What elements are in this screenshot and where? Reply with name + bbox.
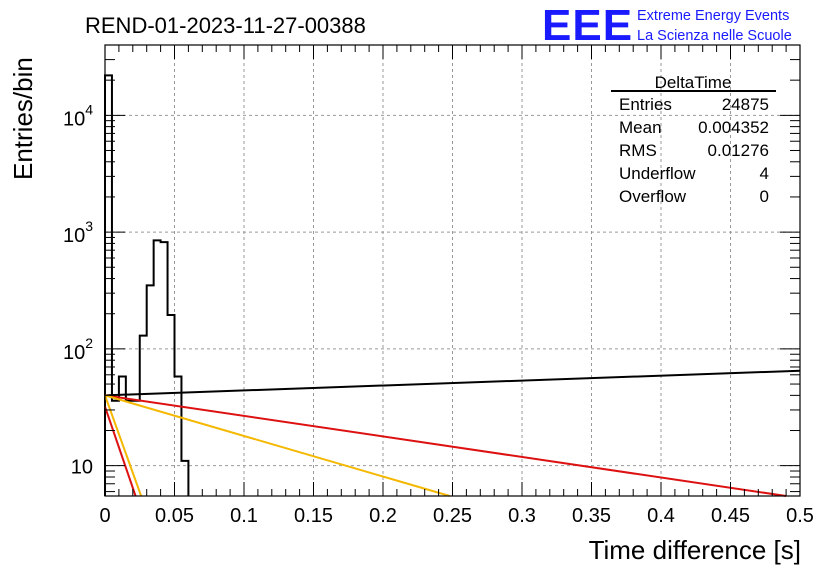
stats-row-label: Entries (619, 95, 672, 114)
y-tick-label: 10 (71, 457, 93, 479)
stats-box: DeltaTime Entries 24875 Mean 0.004352 RMS 0.0… (611, 73, 776, 206)
stats-row-value: 0.01276 (708, 141, 769, 160)
stats-row-label: Mean (619, 118, 662, 137)
logo-line-2: La Scienza nelle Scuole (637, 28, 792, 44)
stats-row-value: 0.004352 (698, 118, 769, 137)
x-axis-ticks: 0 0.05 0.1 0.15 0.2 0.25 0.3 0.35 0.4 0.45 0.5 (99, 45, 814, 527)
x-tick-label: 0.15 (294, 505, 333, 527)
y-tick-label: 103 (63, 218, 93, 247)
x-tick-label: 0.1 (230, 505, 258, 527)
stats-row-value: 24875 (722, 95, 769, 114)
stats-row-label: Overflow (619, 187, 687, 206)
fit-line (104, 394, 451, 497)
eee-logo: EEE Extreme Energy Events La Scienza nel… (542, 1, 792, 50)
fit-line (104, 395, 143, 497)
x-tick-label: 0.3 (508, 505, 536, 527)
x-tick-label: 0.35 (572, 505, 611, 527)
fit-line (104, 369, 801, 397)
stats-row-label: Underflow (619, 164, 696, 183)
logo-line-1: Extreme Energy Events (637, 8, 789, 24)
fit-line (104, 394, 787, 497)
stats-box-rows: Entries 24875 Mean 0.004352 RMS 0.01276 Underf… (619, 95, 769, 206)
stats-box-name: DeltaTime (655, 73, 732, 92)
x-tick-label: 0.05 (155, 505, 194, 527)
x-tick-label: 0 (99, 505, 110, 527)
x-tick-label: 0.2 (369, 505, 397, 527)
chart-title: REND-01-2023-11-27-00388 (85, 13, 366, 38)
x-tick-label: 0.4 (647, 505, 675, 527)
y-tick-label: 104 (63, 101, 93, 130)
x-axis-label: Time difference [s] (589, 535, 801, 565)
fit-line (104, 406, 137, 497)
stats-row-value: 0 (760, 187, 769, 206)
y-axis-label: Entries/bin (8, 57, 38, 180)
histogram-outline (104, 74, 190, 496)
y-axis-ticks: 10 102 103 104 (63, 59, 800, 493)
y-tick-label: 102 (63, 335, 93, 364)
grid-lines (105, 45, 800, 496)
stats-row-label: RMS (619, 141, 657, 160)
plot-area (104, 74, 801, 497)
x-tick-label: 0.25 (433, 505, 472, 527)
x-tick-label: 0.5 (786, 505, 814, 527)
stats-row-value: 4 (760, 164, 769, 183)
logo-text: EEE (542, 1, 633, 50)
x-tick-label: 0.45 (711, 505, 750, 527)
